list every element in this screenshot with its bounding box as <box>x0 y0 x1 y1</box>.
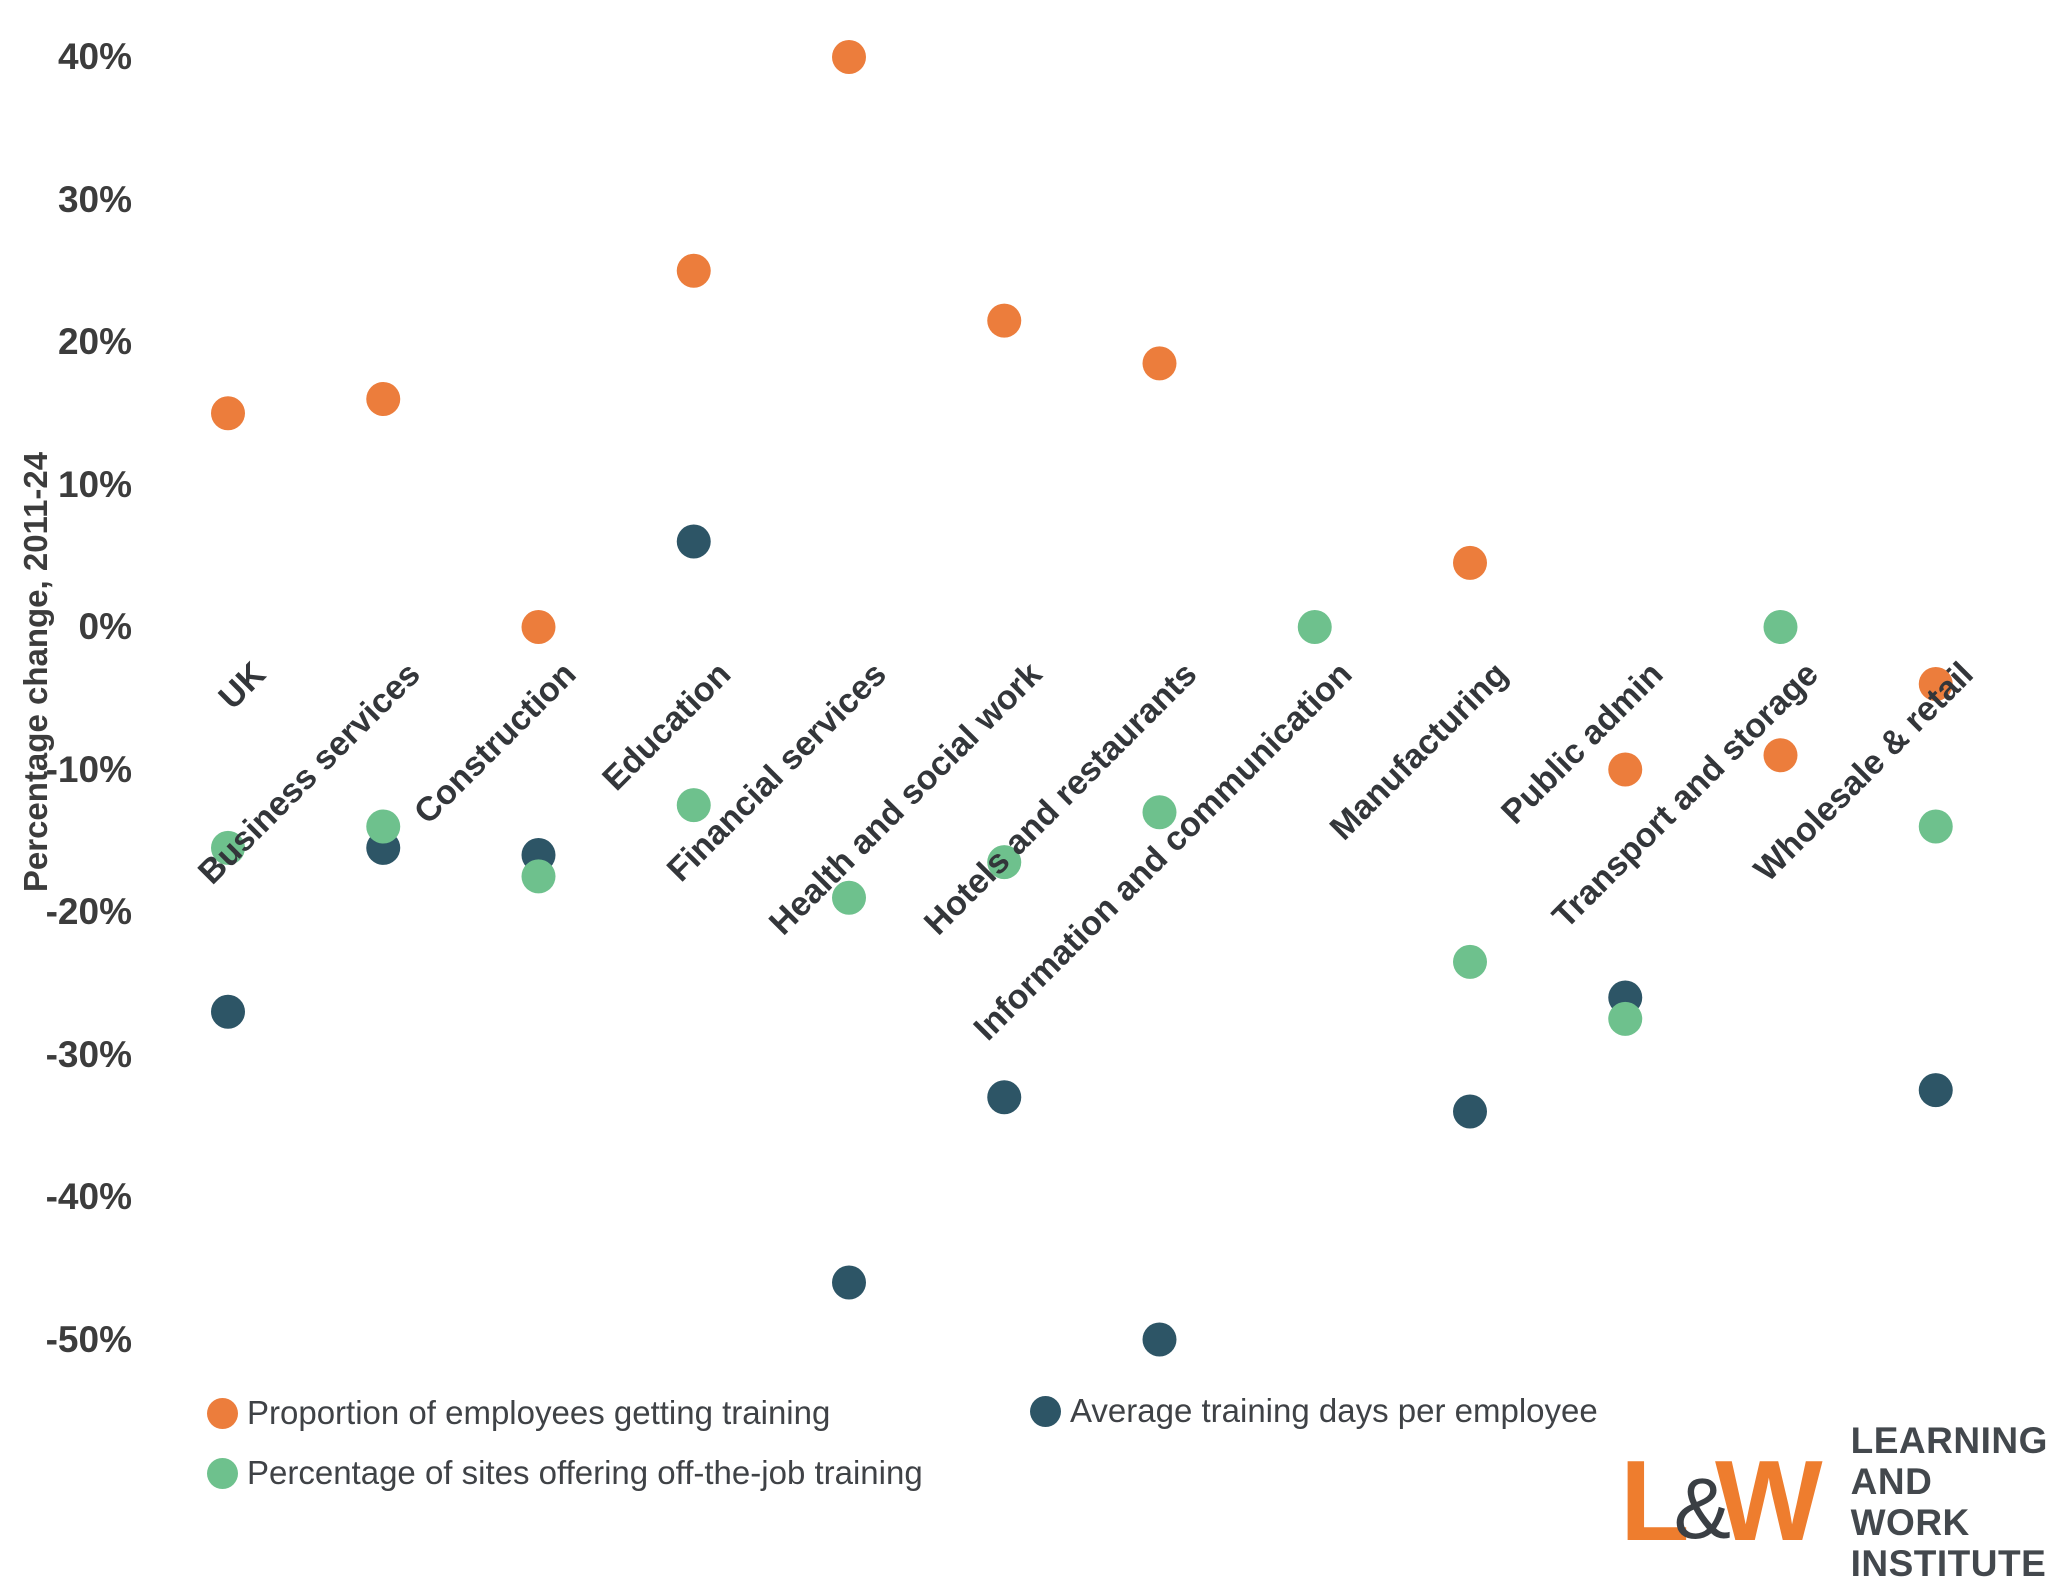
logo-line1: LEARNING AND <box>1850 1420 2048 1502</box>
legend-label: Proportion of employees getting training <box>247 1394 831 1431</box>
plot-area <box>211 40 1953 1357</box>
y-tick-label: 0% <box>78 606 132 647</box>
data-point <box>1453 545 1487 580</box>
data-point <box>1142 346 1177 381</box>
y-tick-label: 30% <box>57 178 132 220</box>
y-tick-label: 10% <box>57 463 132 505</box>
logo-letter-w: W <box>1715 1438 1823 1565</box>
data-point <box>521 610 556 644</box>
learning-and-work-institute-logo: L & W LEARNING AND WORK INSTITUTE <box>1620 1420 2048 1584</box>
data-point <box>832 40 866 74</box>
logo-wordmark: LEARNING AND WORK INSTITUTE <box>1851 1420 2048 1584</box>
data-point <box>1453 944 1487 979</box>
data-point <box>1142 795 1177 830</box>
chart-page: { "y_axis": { "title": "Percentage chang… <box>17 36 2048 1584</box>
data-point <box>211 994 245 1029</box>
data-point <box>832 880 866 915</box>
data-point <box>1453 1094 1487 1129</box>
legend-item-employees-training: Proportion of employees getting training <box>207 1394 830 1432</box>
data-point <box>366 809 401 844</box>
data-point <box>521 859 556 894</box>
data-point <box>1918 1073 1953 1108</box>
lw-logo-mark-icon: L & W <box>1620 1438 1823 1565</box>
logo-line2: WORK INSTITUTE <box>1850 1502 2047 1584</box>
data-point <box>1608 1001 1643 1036</box>
data-point <box>676 253 711 288</box>
data-point <box>211 396 245 431</box>
y-tick-label: -20% <box>45 891 132 932</box>
data-point <box>1608 752 1643 787</box>
data-point <box>832 1265 866 1300</box>
legend-label: Average training days per employee <box>1070 1392 1598 1429</box>
legend-marker-orange-icon <box>207 1397 238 1429</box>
data-point <box>1763 610 1798 644</box>
y-tick-label: 20% <box>57 321 132 362</box>
data-point <box>676 788 711 823</box>
legend-marker-teal-icon <box>1030 1395 1061 1427</box>
data-point <box>211 830 245 865</box>
y-tick-label: -30% <box>45 1033 132 1075</box>
legend-marker-green-icon <box>207 1457 238 1489</box>
legend-item-training-days: Average training days per employee <box>1030 1392 1598 1430</box>
y-tick-label: -10% <box>45 748 132 790</box>
data-point <box>987 845 1022 880</box>
legend-item-offthejob-training: Percentage of sites offering off-the-job… <box>207 1454 923 1492</box>
data-point <box>366 382 401 416</box>
data-point <box>1297 610 1332 644</box>
y-tick-label: 40% <box>57 36 132 77</box>
logo-ampersand: & <box>1673 1461 1732 1557</box>
y-tick-label: -40% <box>45 1176 132 1217</box>
data-point <box>1918 667 1953 701</box>
legend-label: Percentage of sites offering off-the-job… <box>247 1454 923 1491</box>
data-point <box>676 524 711 559</box>
data-point <box>987 303 1022 338</box>
data-point <box>1918 809 1953 844</box>
data-point <box>987 1080 1022 1115</box>
y-tick-label: -50% <box>45 1318 132 1360</box>
data-point <box>1763 738 1798 773</box>
data-point <box>1142 1322 1177 1357</box>
